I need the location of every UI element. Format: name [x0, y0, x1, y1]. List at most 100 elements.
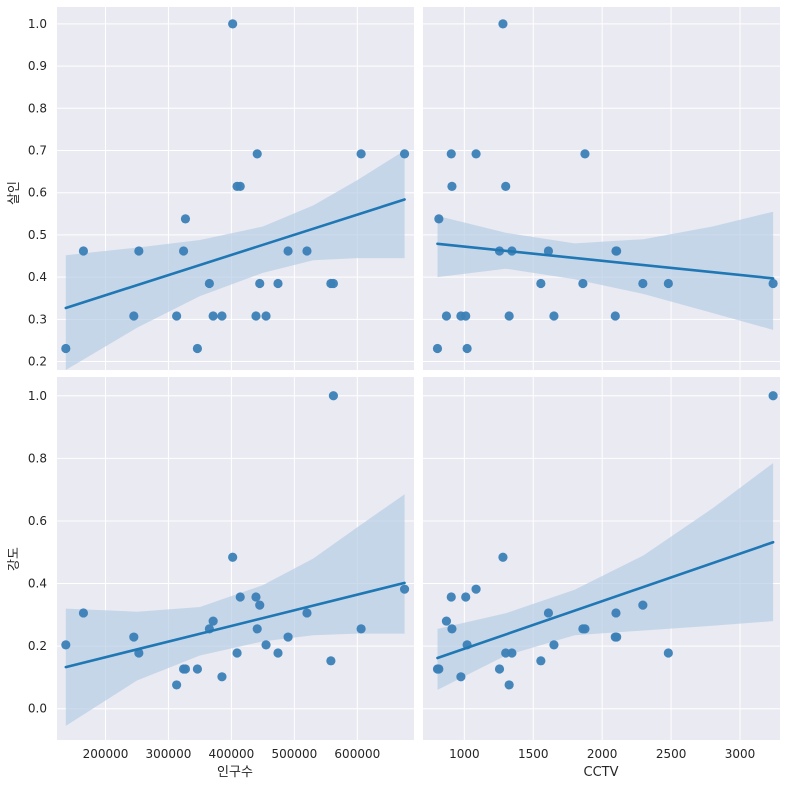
data-point	[543, 608, 554, 618]
data-point	[399, 584, 410, 594]
data-point	[612, 632, 622, 642]
data-point	[235, 592, 245, 602]
confidence-band	[437, 211, 774, 330]
data-point	[498, 19, 508, 29]
data-point	[494, 664, 505, 674]
data-point	[232, 648, 242, 658]
data-point	[302, 246, 312, 256]
data-point	[447, 624, 457, 634]
data-point	[217, 672, 227, 682]
data-point	[447, 181, 457, 191]
y-tick-label: 0.8	[28, 101, 47, 115]
data-point	[192, 343, 203, 354]
data-point	[252, 149, 262, 159]
y-tick-label: 1.0	[28, 17, 47, 31]
x-tick-label: 200000	[83, 747, 129, 761]
x-tick-label: 400000	[209, 747, 255, 761]
data-point	[580, 624, 590, 634]
data-point	[768, 278, 778, 289]
data-point	[498, 552, 508, 562]
data-point	[228, 552, 238, 562]
data-point	[446, 592, 456, 602]
data-point	[217, 311, 227, 321]
data-point	[273, 648, 283, 658]
y-axis-label-row-0: 살인	[7, 181, 22, 205]
x-tick-label: 1000	[449, 747, 480, 761]
data-point	[471, 149, 481, 159]
data-point	[273, 278, 283, 289]
data-point	[180, 214, 191, 224]
x-tick-label: 2500	[656, 747, 687, 761]
data-point	[434, 214, 444, 224]
data-point	[663, 648, 673, 658]
data-point	[328, 391, 339, 401]
data-point	[399, 149, 410, 159]
data-point	[663, 278, 673, 289]
data-point	[208, 616, 218, 626]
panel-r0-c0	[57, 7, 414, 370]
data-point	[228, 19, 238, 29]
data-point	[446, 149, 456, 159]
data-point	[283, 632, 293, 642]
x-tick-label: 300000	[146, 747, 192, 761]
y-tick-label: 1.0	[28, 389, 47, 403]
data-point	[461, 592, 471, 602]
data-point	[255, 600, 265, 610]
data-point	[261, 311, 271, 321]
y-tick-label: 0.4	[28, 270, 47, 284]
data-point	[549, 640, 559, 650]
data-point	[504, 680, 514, 690]
data-point	[178, 246, 189, 256]
data-point	[129, 632, 139, 642]
regression-line	[436, 540, 775, 660]
data-point	[580, 149, 590, 159]
y-tick-label: 0.3	[28, 312, 47, 326]
data-point	[283, 246, 293, 256]
data-point	[536, 656, 546, 666]
data-point	[504, 311, 514, 321]
confidence-band	[65, 494, 405, 726]
y-tick-label: 0.9	[28, 59, 47, 73]
data-point	[192, 664, 203, 674]
x-tick-label: 500000	[271, 747, 317, 761]
data-point	[328, 278, 339, 289]
data-point	[441, 311, 452, 321]
data-point	[461, 311, 471, 321]
data-point	[434, 664, 444, 674]
data-point	[180, 664, 191, 674]
y-tick-label: 0.6	[28, 514, 47, 528]
y-tick-label: 0.2	[28, 639, 47, 653]
y-tick-label: 0.7	[28, 144, 47, 158]
y-tick-label: 0.2	[28, 355, 47, 369]
data-point	[172, 311, 182, 321]
data-point	[261, 640, 271, 650]
data-point	[456, 672, 466, 682]
data-point	[61, 343, 71, 354]
data-point	[501, 181, 511, 191]
confidence-band	[65, 150, 405, 370]
data-point	[356, 149, 366, 159]
data-point	[208, 311, 218, 321]
regression-line	[436, 242, 775, 280]
y-tick-label: 0.8	[28, 451, 47, 465]
data-point	[612, 246, 622, 256]
data-point	[61, 640, 71, 650]
data-point	[432, 343, 443, 354]
data-point	[638, 600, 648, 610]
panel-r1-c1	[423, 377, 780, 740]
regression-line	[64, 198, 406, 310]
data-point	[204, 278, 214, 289]
data-point	[471, 584, 481, 594]
data-point	[507, 648, 517, 658]
data-point	[302, 608, 312, 618]
data-point	[536, 278, 546, 289]
x-tick-label: 2000	[587, 747, 618, 761]
data-point	[611, 608, 621, 618]
data-point	[172, 680, 182, 690]
x-axis-label-col-1: CCTV	[584, 765, 619, 780]
panel-r1-c0	[57, 377, 414, 740]
data-point	[356, 624, 366, 634]
y-tick-label: 0.6	[28, 186, 47, 200]
data-point	[251, 592, 261, 602]
